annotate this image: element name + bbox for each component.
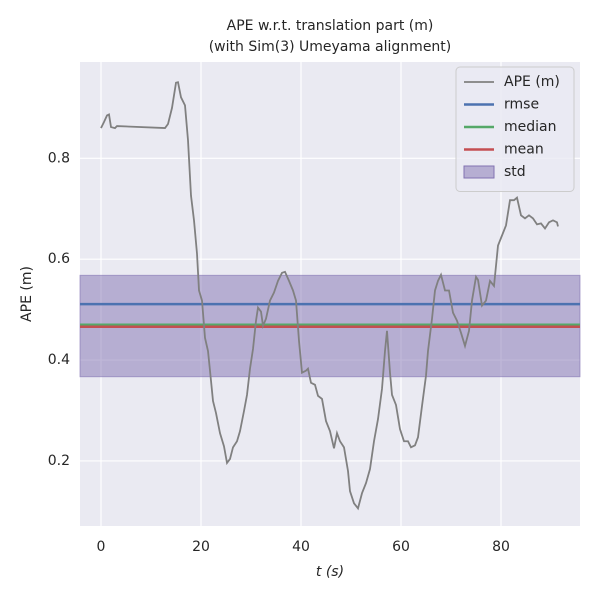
y-axis-label: APE (m) [19, 266, 35, 322]
y-tick-label: 0.6 [48, 251, 70, 267]
y-tick-label: 0.2 [48, 453, 70, 469]
legend-label: median [504, 119, 556, 135]
x-tick-label: 80 [492, 539, 510, 555]
x-tick-label: 20 [192, 539, 210, 555]
legend-box [455, 66, 575, 192]
chart-subtitle: (with Sim(3) Umeyama alignment) [209, 39, 452, 55]
x-tick-label: 40 [292, 539, 310, 555]
ape-line [100, 81, 559, 511]
y-tick-label: 0.8 [48, 150, 70, 166]
legend-label: rmse [504, 97, 539, 113]
legend-handle [463, 165, 495, 179]
legend-label: std [504, 164, 526, 180]
y-tick-label: 0.4 [48, 352, 70, 368]
legend-label: mean [504, 142, 544, 158]
x-tick-label: 60 [392, 539, 410, 555]
chart-title: APE w.r.t. translation part (m) [227, 18, 434, 34]
legend-label: APE (m) [504, 74, 560, 90]
x-tick-label: 0 [97, 539, 106, 555]
x-axis-label: t (s) [316, 564, 344, 580]
